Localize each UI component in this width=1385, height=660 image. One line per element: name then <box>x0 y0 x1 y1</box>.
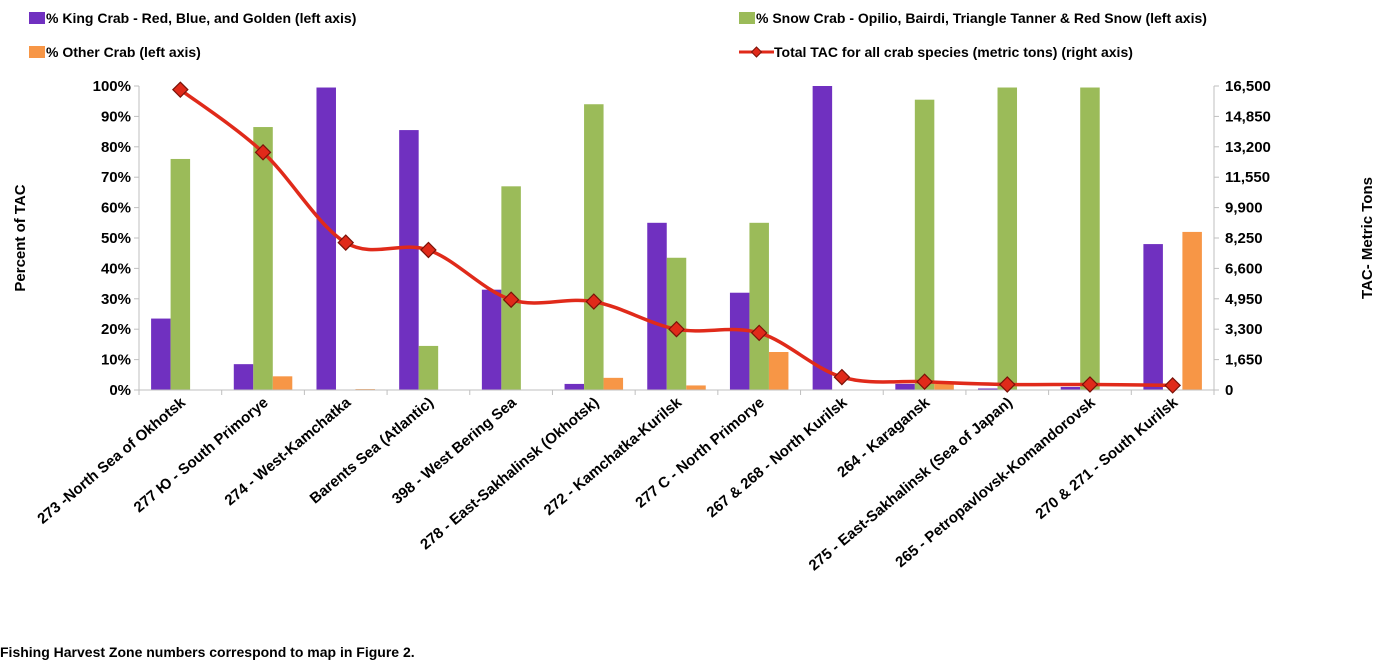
tac-point-11 <box>1081 376 1099 393</box>
left-tick-label-5: 50% <box>101 230 131 247</box>
bar-snow-10 <box>997 87 1018 391</box>
bars <box>151 86 1202 391</box>
bar-king-4 <box>481 289 502 390</box>
bar-king-1 <box>233 364 254 390</box>
bar-snow-1 <box>253 127 273 390</box>
tac-point-12 <box>1164 377 1181 394</box>
tac-point-7 <box>750 324 768 342</box>
legend-label-snow: % Snow Crab - Opilio, Bairdi, Triangle T… <box>756 10 1207 26</box>
right-tick-label-7: 11,550 <box>1225 169 1270 186</box>
right-tick-label-1: 1,650 <box>1225 352 1263 369</box>
bar-snow-11 <box>1080 87 1100 391</box>
bar-king-2 <box>316 87 336 391</box>
legend-label-other: % Other Crab (left axis) <box>46 44 201 60</box>
bar-other-12 <box>1182 231 1202 390</box>
footnote: Fishing Harvest Zone numbers correspond … <box>0 644 415 660</box>
left-tick-label-8: 80% <box>101 139 131 156</box>
tac-point-10 <box>998 376 1016 393</box>
bar-king-10 <box>978 388 998 390</box>
bar-snow-5 <box>584 104 604 391</box>
bar-king-0 <box>151 318 171 390</box>
tac-line <box>171 81 1181 394</box>
left-tick-label-2: 20% <box>101 321 131 338</box>
bar-other-1 <box>272 376 293 390</box>
right-tick-label-2: 3,300 <box>1225 321 1263 338</box>
category-label-0: 273 -North Sea of Okhotsk <box>34 394 189 528</box>
category-label-12: 270 & 271 - South Kurilsk <box>1032 394 1181 523</box>
axes: 0% 10% 20% 30% 40% 50% 60% 70% 80% 90% 100% 0 1,650 3… <box>12 78 1376 399</box>
tac-point-6 <box>668 320 685 338</box>
tac-point-5 <box>585 293 603 310</box>
left-tick-label-7: 70% <box>101 169 131 186</box>
right-tick-label-9: 14,850 <box>1225 108 1271 125</box>
bar-snow-7 <box>749 222 769 390</box>
left-tick-label-1: 10% <box>101 352 131 369</box>
legend: % King Crab - Red, Blue, and Golden (lef… <box>29 10 1207 60</box>
right-tick-label-10: 16,500 <box>1225 78 1271 95</box>
bar-king-5 <box>564 383 585 390</box>
bar-king-7 <box>729 292 750 390</box>
tac-point-0 <box>171 81 189 99</box>
category-label-8: 267 & 268 - North Kurilsk <box>704 394 851 522</box>
right-tick-label-4: 6,600 <box>1225 260 1263 277</box>
bar-king-9 <box>895 383 915 390</box>
bar-snow-3 <box>418 345 439 390</box>
bar-other-6 <box>686 385 706 390</box>
y2-axis-title: TAC- Metric Tons <box>1359 177 1376 299</box>
right-tick-label-3: 4,950 <box>1225 291 1263 308</box>
tac-point-3 <box>420 241 437 259</box>
legend-label-tac: Total TAC for all crab species (metric t… <box>774 44 1133 60</box>
bar-king-8 <box>812 86 833 390</box>
right-tick-label-0: 0 <box>1225 382 1233 399</box>
bar-snow-9 <box>914 99 935 391</box>
bar-other-9 <box>934 383 954 390</box>
legend-marker-tac <box>750 46 763 58</box>
tac-point-4 <box>502 291 520 309</box>
tac-point-9 <box>916 373 933 391</box>
legend-swatch-king <box>29 12 45 24</box>
left-tick-label-3: 30% <box>101 291 131 308</box>
legend-swatch-snow <box>739 12 755 24</box>
y-axis-title: Percent of TAC <box>12 184 29 291</box>
bar-other-5 <box>603 377 624 390</box>
left-tick-label-9: 90% <box>101 108 131 125</box>
bar-king-12 <box>1143 244 1163 390</box>
legend-label-king: % King Crab - Red, Blue, and Golden (lef… <box>46 10 356 26</box>
tac-point-2 <box>337 234 355 251</box>
bar-king-3 <box>399 130 419 390</box>
left-tick-label-6: 60% <box>101 200 131 217</box>
bar-snow-0 <box>170 158 191 390</box>
bar-king-11 <box>1060 386 1081 390</box>
bar-snow-4 <box>501 186 521 390</box>
category-label-5: 278 - East-Sakhalinsk (Okhotsk) <box>417 394 602 553</box>
left-tick-label-10: 100% <box>93 78 131 95</box>
category-label-1: 277 Ю - South Primorye <box>131 394 272 516</box>
legend-swatch-other <box>29 46 45 58</box>
tac-point-8 <box>833 368 851 386</box>
left-tick-label-0: 0% <box>109 382 131 399</box>
category-label-6: 272 - Kamchatka-Kurilsk <box>541 394 686 519</box>
bar-king-6 <box>647 222 667 390</box>
tac-point-1 <box>254 143 272 161</box>
left-tick-label-4: 40% <box>101 260 131 277</box>
right-tick-label-5: 8,250 <box>1225 230 1263 247</box>
right-tick-label-8: 13,200 <box>1225 139 1271 156</box>
bar-other-7 <box>768 352 789 390</box>
right-tick-label-6: 9,900 <box>1225 200 1263 217</box>
